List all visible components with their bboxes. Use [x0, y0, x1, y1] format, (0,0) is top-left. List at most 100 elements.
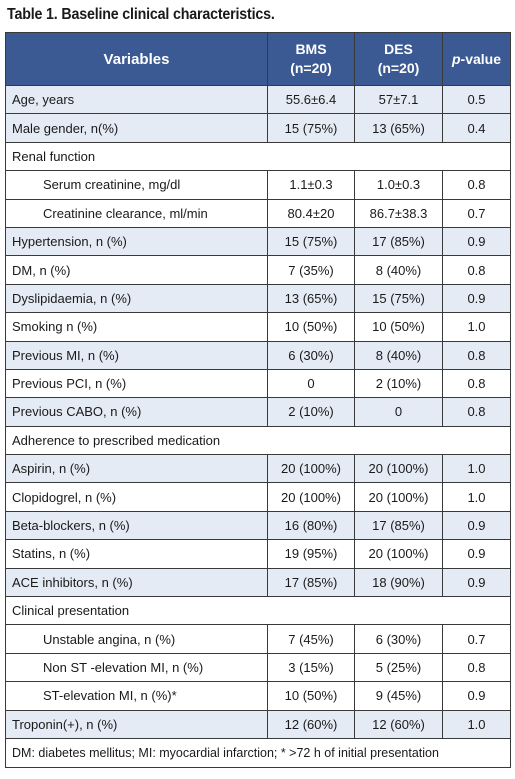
table-container: Variables BMS (n=20) DES (n=20) p-value …: [5, 32, 511, 768]
section-row: Renal function: [5, 141, 511, 172]
table-row: Clopidogrel, n (%) 20 (100%) 20 (100%) 1…: [5, 482, 511, 512]
des-value: 10 (50%): [354, 312, 443, 342]
header-bms-name: BMS: [295, 41, 327, 57]
des-value: 8 (40%): [354, 340, 443, 370]
p-value: 0.7: [442, 624, 511, 654]
p-value: 1.0: [442, 454, 511, 484]
bms-value: 20 (100%): [267, 454, 355, 484]
des-value: 17 (85%): [354, 510, 443, 541]
table-row: ACE inhibitors, n (%) 17 (85%) 18 (90%) …: [5, 567, 511, 598]
bms-value: 2 (10%): [267, 397, 355, 427]
row-label: Unstable angina, n (%): [5, 624, 268, 654]
des-value: 86.7±38.3: [354, 198, 443, 228]
bms-value: 17 (85%): [267, 567, 355, 598]
row-label: Dyslipidaemia, n (%): [5, 283, 268, 314]
header-p-value: p-value: [442, 32, 511, 86]
table-row: Serum creatinine, mg/dl 1.1±0.3 1.0±0.3 …: [5, 170, 511, 200]
table-caption: Table 1. Baseline clinical characteristi…: [7, 6, 275, 23]
bms-value: 10 (50%): [267, 681, 355, 711]
row-label: Troponin(+), n (%): [5, 709, 268, 739]
row-label: Beta-blockers, n (%): [5, 510, 268, 541]
row-label: Non ST -elevation MI, n (%): [5, 652, 268, 683]
table-row: Previous PCI, n (%) 0 2 (10%) 0.8: [5, 368, 511, 399]
row-label: Smoking n (%): [5, 312, 268, 342]
table-row: Smoking n (%) 10 (50%) 10 (50%) 1.0: [5, 312, 511, 342]
header-des: DES (n=20): [354, 32, 443, 86]
section-row: Clinical presentation: [5, 596, 511, 626]
table-row: DM, n (%) 7 (35%) 8 (40%) 0.8: [5, 255, 511, 285]
table-row: Non ST -elevation MI, n (%) 3 (15%) 5 (2…: [5, 652, 511, 683]
des-value: 13 (65%): [354, 113, 443, 143]
row-label: DM, n (%): [5, 255, 268, 285]
row-label: Male gender, n(%): [5, 113, 268, 143]
table-row: Previous MI, n (%) 6 (30%) 8 (40%) 0.8: [5, 340, 511, 370]
des-value: 6 (30%): [354, 624, 443, 654]
bms-value: 3 (15%): [267, 652, 355, 683]
p-value: 0.9: [442, 510, 511, 541]
row-label: Age, years: [5, 84, 268, 115]
header-variables: Variables: [5, 32, 268, 86]
table-row: Aspirin, n (%) 20 (100%) 20 (100%) 1.0: [5, 454, 511, 484]
header-p-rest: -value: [460, 50, 502, 67]
section-row: Adherence to prescribed medication: [5, 425, 511, 456]
p-value: 0.4: [442, 113, 511, 143]
table-row: ST-elevation MI, n (%)* 10 (50%) 9 (45%)…: [5, 681, 511, 711]
des-value: 20 (100%): [354, 482, 443, 512]
section-label: Renal function: [5, 141, 511, 172]
table-row: Statins, n (%) 19 (95%) 20 (100%) 0.9: [5, 539, 511, 569]
p-value: 0.8: [442, 170, 511, 200]
des-value: 5 (25%): [354, 652, 443, 683]
row-label: ST-elevation MI, n (%)*: [5, 681, 268, 711]
header-des-name: DES: [384, 41, 413, 57]
p-value: 0.9: [442, 681, 511, 711]
section-label: Clinical presentation: [5, 596, 511, 626]
p-value: 0.8: [442, 255, 511, 285]
row-label: Clopidogrel, n (%): [5, 482, 268, 512]
des-value: 2 (10%): [354, 368, 443, 399]
des-value: 15 (75%): [354, 283, 443, 314]
section-label: Adherence to prescribed medication: [5, 425, 511, 456]
p-value: 0.9: [442, 226, 511, 257]
p-value: 0.7: [442, 198, 511, 228]
p-value: 0.8: [442, 652, 511, 683]
header-p-italic: p: [451, 50, 461, 67]
table-footnote: DM: diabetes mellitus; MI: myocardial in…: [5, 737, 511, 768]
table-row: Unstable angina, n (%) 7 (45%) 6 (30%) 0…: [5, 624, 511, 654]
des-value: 8 (40%): [354, 255, 443, 285]
p-value: 1.0: [442, 709, 511, 739]
header-bms-n: (n=20): [290, 60, 332, 76]
table-row: Male gender, n(%) 15 (75%) 13 (65%) 0.4: [5, 113, 511, 143]
baseline-characteristics-table: Variables BMS (n=20) DES (n=20) p-value …: [5, 32, 511, 768]
bms-value: 13 (65%): [267, 283, 355, 314]
p-value: 0.8: [442, 368, 511, 399]
p-value: 0.9: [442, 283, 511, 314]
des-value: 12 (60%): [354, 709, 443, 739]
bms-value: 80.4±20: [267, 198, 355, 228]
row-label: Statins, n (%): [5, 539, 268, 569]
p-value: 0.8: [442, 340, 511, 370]
p-value: 0.8: [442, 397, 511, 427]
p-value: 1.0: [442, 312, 511, 342]
row-label: ACE inhibitors, n (%): [5, 567, 268, 598]
row-label: Previous MI, n (%): [5, 340, 268, 370]
row-label: Creatinine clearance, ml/min: [5, 198, 268, 228]
row-label: Serum creatinine, mg/dl: [5, 170, 268, 200]
bms-value: 55.6±6.4: [267, 84, 355, 115]
des-value: 20 (100%): [354, 539, 443, 569]
bms-value: 7 (45%): [267, 624, 355, 654]
row-label: Aspirin, n (%): [5, 454, 268, 484]
table-row: Age, years 55.6±6.4 57±7.1 0.5: [5, 84, 511, 115]
des-value: 0: [354, 397, 443, 427]
bms-value: 10 (50%): [267, 312, 355, 342]
bms-value: 12 (60%): [267, 709, 355, 739]
bms-value: 19 (95%): [267, 539, 355, 569]
row-label: Previous PCI, n (%): [5, 368, 268, 399]
table-row: Previous CABO, n (%) 2 (10%) 0 0.8: [5, 397, 511, 427]
p-value: 0.9: [442, 539, 511, 569]
p-value: 0.9: [442, 567, 511, 598]
footnote-row: DM: diabetes mellitus; MI: myocardial in…: [5, 737, 511, 768]
des-value: 20 (100%): [354, 454, 443, 484]
bms-value: 7 (35%): [267, 255, 355, 285]
bms-value: 6 (30%): [267, 340, 355, 370]
bms-value: 20 (100%): [267, 482, 355, 512]
